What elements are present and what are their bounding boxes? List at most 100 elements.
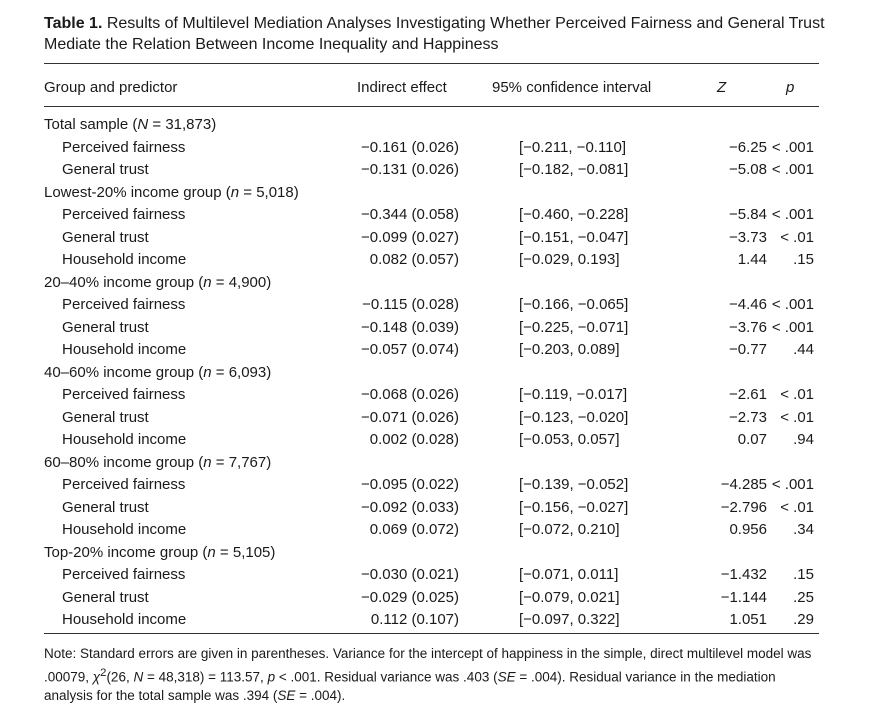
confidence-interval-cell: [−0.079, 0.021] — [519, 588, 620, 606]
table-row: General trust −0.131 (0.026) [−0.182, −0.0… — [0, 159, 869, 181]
table-row: General trust −0.092 (0.033) [−0.156, −0.0… — [0, 497, 869, 519]
indirect-effect-cell: 0.112 (0.107) — [370, 611, 459, 628]
group-sample-symbol: n — [207, 543, 216, 561]
predictor-label: Perceived fairness — [62, 476, 186, 493]
p-cell: < .001 — [771, 138, 814, 156]
table-row: General trust −0.148 (0.039) [−0.225, −0.0… — [0, 317, 869, 339]
group-row: 20–40% income group (n = 4,900) — [0, 272, 869, 294]
note-text-2: (26, — [106, 669, 134, 684]
group-sample-size: = 6,093) — [211, 363, 272, 381]
note-se-2: SE — [277, 687, 296, 703]
predictor-label: Perceived fairness — [62, 566, 186, 583]
predictor-label: Household income — [62, 611, 187, 628]
table-row: Household income −0.057 (0.074) [−0.203, 0… — [0, 339, 869, 361]
predictor-label: Household income — [62, 341, 187, 358]
confidence-interval-cell: [−0.166, −0.065] — [519, 296, 629, 313]
predictor-label: Perceived fairness — [62, 138, 186, 156]
note-se-1: SE — [497, 669, 516, 684]
table-row: Household income 0.112 (0.107) [−0.097, 0.… — [0, 609, 869, 631]
indirect-effect-cell: −0.092 (0.033) — [361, 498, 459, 516]
group-label-text: Top-20% income group ( — [44, 543, 208, 561]
group-sample-symbol: n — [230, 183, 240, 201]
p-cell: .15 — [793, 251, 814, 268]
note-text-1: Note: Standard errors are given in paren… — [44, 646, 812, 684]
table-row: Perceived fairness −0.030 (0.021) [−0.071,… — [0, 564, 869, 586]
indirect-effect-cell: −0.161 (0.026) — [361, 138, 459, 156]
group-row: Lowest-20% income group (n = 5,018) — [0, 182, 869, 204]
note-n: N — [133, 669, 144, 684]
indirect-effect-cell: −0.095 (0.022) — [361, 476, 459, 493]
group-label: 40–60% income group (n = 6,093) — [44, 364, 271, 381]
group-sample-symbol: N — [137, 116, 149, 133]
z-cell: −4.285 — [720, 476, 767, 493]
indirect-effect-cell: −0.148 (0.039) — [361, 318, 459, 336]
confidence-interval-cell: [−0.053, 0.057] — [519, 431, 620, 448]
table-row: General trust −0.071 (0.026) [−0.123, −0.0… — [0, 407, 869, 429]
indirect-effect-cell: −0.131 (0.026) — [361, 161, 459, 178]
z-cell: 1.051 — [729, 611, 767, 628]
indirect-effect-cell: −0.099 (0.027) — [361, 228, 459, 246]
note-text-5: = .004). Residual variance in the mediat… — [44, 669, 776, 703]
table-row: Perceived fairness −0.095 (0.022) [−0.139,… — [0, 474, 869, 496]
note-text-3: = 48,318) = 113.57, — [143, 669, 268, 684]
table-row: Perceived fairness −0.115 (0.028) [−0.166,… — [0, 294, 869, 316]
indirect-effect-cell: −0.068 (0.026) — [361, 386, 459, 403]
confidence-interval-cell: [−0.123, −0.020] — [519, 408, 629, 426]
table-label: Table 1. — [44, 15, 103, 32]
confidence-interval-cell: [−0.156, −0.027] — [519, 498, 629, 516]
header-confidence-interval: 95% confidence interval — [492, 79, 652, 96]
header-p: p — [786, 79, 795, 96]
group-label-text: 20–40% income group ( — [44, 273, 204, 291]
group-row: 60–80% income group (n = 7,767) — [0, 452, 869, 474]
z-cell: −3.76 — [729, 318, 767, 336]
p-cell: .44 — [793, 341, 814, 358]
p-cell: < .01 — [780, 228, 814, 246]
header-group-predictor: Group and predictor — [44, 79, 178, 96]
group-label: Lowest-20% income group (n = 5,018) — [44, 184, 299, 201]
p-cell: .15 — [793, 566, 814, 583]
predictor-label: General trust — [62, 228, 149, 246]
predictor-label: Perceived fairness — [62, 296, 186, 313]
group-sample-size: = 5,105) — [215, 543, 276, 561]
table-row: Household income 0.002 (0.028) [−0.053, 0.… — [0, 429, 869, 451]
indirect-effect-cell: −0.115 (0.028) — [362, 296, 459, 313]
z-cell: 1.44 — [737, 251, 767, 268]
table-row: Household income 0.069 (0.072) [−0.072, 0.… — [0, 519, 869, 541]
table-title: Results of Multilevel Mediation Analyses… — [44, 15, 825, 53]
confidence-interval-cell: [−0.211, −0.110] — [519, 138, 627, 156]
indirect-effect-cell: −0.029 (0.025) — [361, 588, 459, 606]
group-label-text: 60–80% income group ( — [44, 453, 204, 471]
note-text-4: < .001. Residual variance was .403 ( — [275, 669, 498, 684]
group-label: Total sample (N = 31,873) — [44, 116, 216, 133]
confidence-interval-cell: [−0.072, 0.210] — [519, 521, 620, 538]
group-label: Top-20% income group (n = 5,105) — [44, 544, 275, 561]
top-rule — [44, 63, 819, 64]
table-note: Note: Standard errors are given in paren… — [44, 645, 819, 705]
z-cell: −2.73 — [729, 408, 767, 426]
confidence-interval-cell: [−0.139, −0.052] — [519, 476, 629, 493]
table-row: Perceived fairness −0.161 (0.026) [−0.211,… — [0, 137, 869, 159]
group-sample-size: = 31,873) — [148, 116, 217, 133]
confidence-interval-cell: [−0.151, −0.047] — [519, 228, 629, 246]
note-chi: χ — [92, 669, 101, 684]
group-row: Top-20% income group (n = 5,105) — [0, 542, 869, 564]
predictor-label: Perceived fairness — [62, 206, 186, 223]
z-cell: 0.07 — [737, 431, 767, 448]
header-rule — [44, 106, 819, 107]
p-cell: < .001 — [771, 296, 814, 313]
z-cell: −1.144 — [720, 588, 767, 606]
p-cell: < .01 — [780, 498, 814, 516]
group-sample-size: = 5,018) — [239, 183, 299, 201]
predictor-label: General trust — [62, 408, 149, 426]
p-cell: .29 — [793, 611, 814, 628]
z-cell: −5.84 — [729, 206, 767, 223]
group-sample-size: = 4,900) — [211, 273, 272, 291]
p-cell: .25 — [793, 588, 814, 606]
p-cell: < .001 — [771, 206, 814, 223]
header-z: Z — [717, 79, 727, 96]
group-row: Total sample (N = 31,873) — [0, 114, 869, 136]
p-cell: < .01 — [780, 386, 814, 403]
p-cell: < .01 — [780, 408, 814, 426]
confidence-interval-cell: [−0.182, −0.081] — [519, 161, 629, 178]
indirect-effect-cell: 0.082 (0.057) — [369, 251, 459, 268]
